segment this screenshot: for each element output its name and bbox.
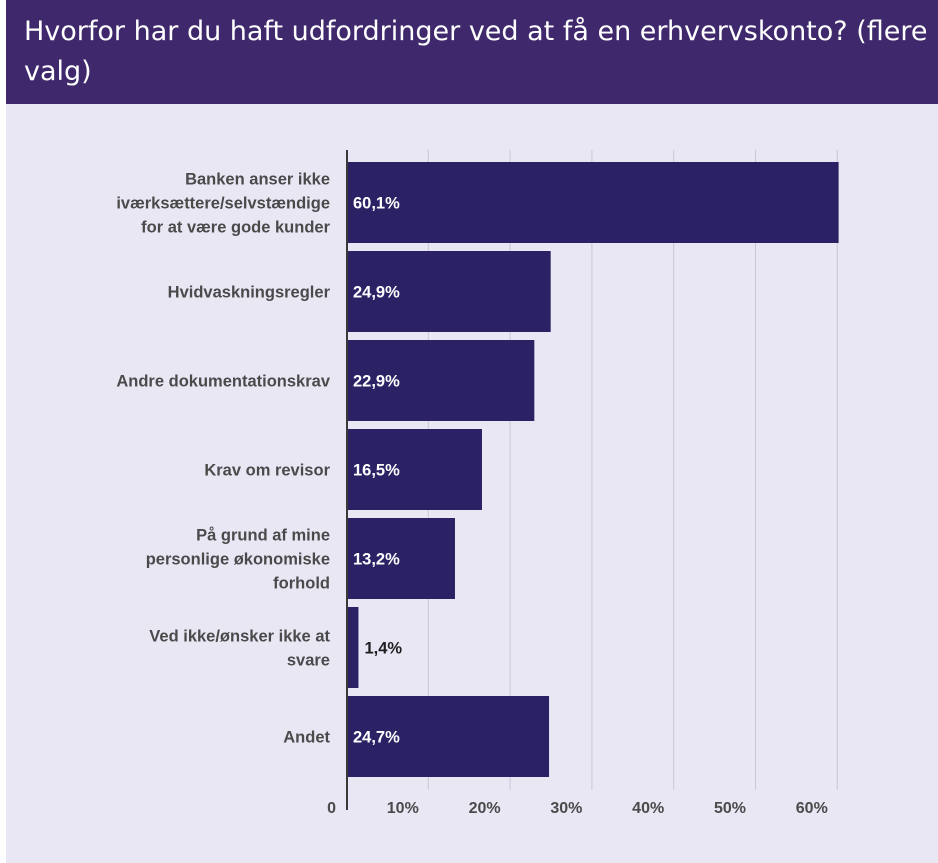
category-label: Krav om revisor [204, 462, 330, 480]
bar [347, 607, 359, 688]
x-tick-label: 30% [550, 800, 582, 817]
category-label: Andre dokumentationskrav [116, 373, 330, 391]
x-tick-label: 20% [469, 800, 501, 817]
data-label: 24,7% [353, 729, 400, 747]
x-tick-label: 0 [327, 800, 336, 817]
category-label: forhold [273, 575, 330, 593]
category-label: iværksættere/selvstændige [116, 195, 330, 213]
bar [347, 696, 550, 777]
bar [347, 340, 535, 421]
category-label: Andet [283, 729, 330, 747]
category-label: Ved ikke/ønsker ikke at [149, 628, 330, 646]
data-label: 1,4% [364, 640, 402, 658]
data-label: 60,1% [353, 195, 400, 213]
x-tick-label: 50% [714, 800, 746, 817]
chart-header: Hvorfor har du haft udfordringer ved at … [6, 0, 938, 104]
x-tick-label: 60% [796, 800, 828, 817]
x-tick-label: 10% [387, 800, 419, 817]
bar [347, 162, 839, 243]
x-tick-label: 40% [632, 800, 664, 817]
bar [347, 429, 482, 510]
bar [347, 251, 551, 332]
category-label: svare [287, 652, 330, 670]
data-label: 13,2% [353, 551, 400, 569]
category-label: Banken anser ikke [185, 171, 330, 189]
data-label: 22,9% [353, 373, 400, 391]
category-label: personlige økonomiske [146, 551, 330, 569]
data-label: 24,9% [353, 284, 400, 302]
data-label: 16,5% [353, 462, 400, 480]
chart-title: Hvorfor har du haft udfordringer ved at … [24, 16, 928, 87]
category-label: På grund af mine [196, 527, 330, 545]
bar [347, 518, 455, 599]
category-label: for at være gode kunder [141, 219, 330, 237]
category-label: Hvidvaskningsregler [168, 284, 331, 302]
